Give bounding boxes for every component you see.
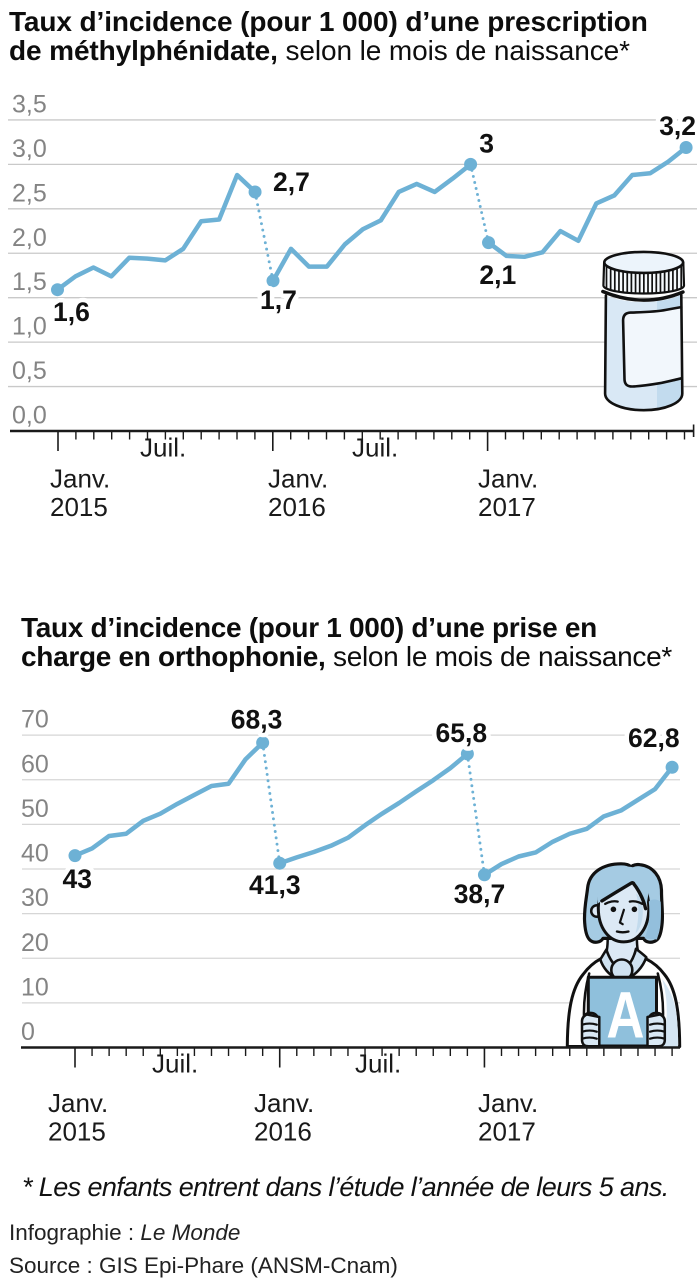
svg-text:41,3: 41,3 bbox=[249, 870, 301, 900]
svg-text:0: 0 bbox=[21, 1018, 35, 1046]
svg-text:Juil.: Juil. bbox=[140, 433, 186, 463]
svg-text:0,5: 0,5 bbox=[12, 357, 47, 385]
svg-text:1,0: 1,0 bbox=[12, 313, 47, 341]
svg-text:3,0: 3,0 bbox=[12, 135, 47, 163]
svg-text:2,1: 2,1 bbox=[479, 260, 516, 290]
svg-text:2,7: 2,7 bbox=[273, 167, 310, 197]
svg-text:50: 50 bbox=[21, 795, 49, 823]
svg-text:65,8: 65,8 bbox=[436, 718, 488, 748]
svg-text:62,8: 62,8 bbox=[628, 723, 680, 753]
svg-text:Janv.: Janv. bbox=[50, 464, 110, 494]
svg-text:Juil.: Juil. bbox=[152, 1049, 198, 1079]
svg-text:43: 43 bbox=[63, 864, 92, 894]
svg-text:Janv.: Janv. bbox=[254, 1088, 314, 1118]
svg-text:2016: 2016 bbox=[254, 1117, 312, 1147]
svg-text:Janv.: Janv. bbox=[48, 1088, 108, 1118]
svg-text:20: 20 bbox=[21, 929, 49, 957]
svg-text:38,7: 38,7 bbox=[454, 879, 506, 909]
svg-text:A: A bbox=[606, 978, 644, 1052]
svg-text:68,3: 68,3 bbox=[231, 704, 283, 734]
svg-text:40: 40 bbox=[21, 840, 49, 868]
svg-text:3,2: 3,2 bbox=[659, 111, 696, 141]
svg-text:3: 3 bbox=[479, 129, 494, 159]
svg-text:70: 70 bbox=[21, 706, 49, 734]
svg-text:41,3: 41,3 bbox=[249, 870, 301, 900]
svg-text:43: 43 bbox=[63, 864, 92, 894]
svg-text:2015: 2015 bbox=[50, 492, 108, 522]
svg-text:2,7: 2,7 bbox=[273, 167, 310, 197]
svg-text:2015: 2015 bbox=[48, 1117, 106, 1147]
svg-text:2,0: 2,0 bbox=[12, 224, 47, 252]
svg-text:10: 10 bbox=[21, 973, 49, 1001]
svg-text:Janv.: Janv. bbox=[268, 464, 328, 494]
svg-text:0,0: 0,0 bbox=[12, 402, 47, 430]
svg-text:Juil.: Juil. bbox=[355, 1049, 401, 1079]
svg-text:1,6: 1,6 bbox=[53, 297, 90, 327]
svg-text:1,7: 1,7 bbox=[260, 285, 297, 315]
svg-text:2,1: 2,1 bbox=[479, 260, 516, 290]
svg-text:68,3: 68,3 bbox=[231, 704, 283, 734]
svg-text:38,7: 38,7 bbox=[454, 879, 506, 909]
svg-text:2017: 2017 bbox=[478, 1117, 536, 1147]
svg-text:3,2: 3,2 bbox=[659, 111, 696, 141]
svg-text:65,8: 65,8 bbox=[436, 718, 488, 748]
svg-text:1,7: 1,7 bbox=[260, 285, 297, 315]
svg-text:30: 30 bbox=[21, 884, 49, 912]
svg-text:1,6: 1,6 bbox=[53, 297, 90, 327]
svg-text:2016: 2016 bbox=[268, 492, 326, 522]
svg-text:2017: 2017 bbox=[478, 492, 536, 522]
svg-text:Janv.: Janv. bbox=[478, 1088, 538, 1118]
svg-text:3,5: 3,5 bbox=[12, 90, 47, 118]
svg-text:Juil.: Juil. bbox=[352, 433, 398, 463]
svg-text:3: 3 bbox=[479, 129, 494, 159]
svg-text:60: 60 bbox=[21, 750, 49, 778]
svg-text:Janv.: Janv. bbox=[478, 464, 538, 494]
svg-text:2,5: 2,5 bbox=[12, 179, 47, 207]
svg-text:62,8: 62,8 bbox=[628, 723, 680, 753]
svg-text:1,5: 1,5 bbox=[12, 268, 47, 296]
